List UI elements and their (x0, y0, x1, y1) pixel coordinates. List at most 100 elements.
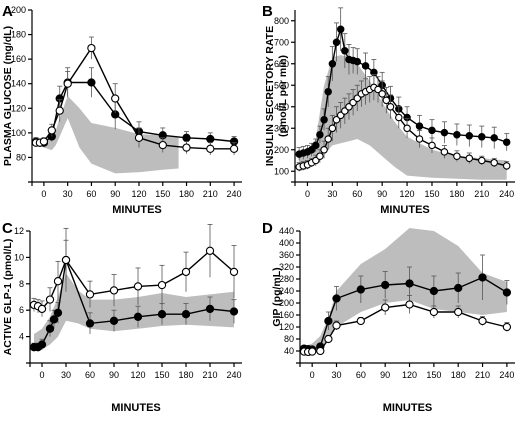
panel-b-series-open-point (320, 146, 328, 154)
panel-b-series-open-point (374, 85, 382, 94)
panel-d-y-tick-label: 200 (279, 298, 294, 308)
panel-a-series-open-point (206, 144, 215, 153)
panel-d-x-tick-label: 120 (402, 370, 417, 380)
panel-c-series-filled-point (205, 304, 215, 314)
panel-d-series-filled-point (324, 316, 333, 326)
panel-d-y-tick-label: 80 (284, 334, 294, 344)
panel-c-x-tick-label: 150 (154, 370, 169, 380)
panel-c-series-open-point (157, 280, 167, 290)
panel-b-series-filled-point (415, 122, 424, 130)
panel-b-series-open-point (328, 124, 337, 133)
panel-a-x-tick-label: 210 (203, 189, 218, 199)
panel-b-series-filled-point (502, 138, 511, 146)
panel-c-series-open-point (229, 267, 239, 277)
panel-a-y-tick-label: 80 (16, 152, 26, 162)
panel-a-y-tick-label: 180 (11, 30, 26, 40)
panel-b-series-filled-point (428, 126, 436, 135)
panel-d-y-tick-label: 320 (279, 262, 294, 272)
panel-d-y-tick-label: 440 (279, 226, 294, 236)
panel-d-x-tick-label: 60 (356, 370, 366, 380)
panel-d: 0 30 60 90 120 150 180 210 240 40 80 120 160 200 240 28… (262, 220, 515, 414)
panel-b: 0 30 60 90 120 150 180 210 240 100 200 300 400 500 600… (262, 3, 515, 216)
panel-d-y-tick-label: 400 (279, 238, 294, 248)
panel-c-y-tick-label: 4 (19, 332, 24, 342)
panel-a-series-open-point (111, 94, 120, 103)
panel-c-x-tick-label: 240 (226, 370, 241, 380)
panel-b-letter: B (262, 3, 273, 20)
panel-b-y-tick-label: 400 (274, 102, 289, 112)
panel-a-x-tick-label: 0 (41, 189, 46, 199)
panel-d-y-tick-label: 240 (279, 286, 294, 296)
panel-d-y-tick-label: 120 (279, 322, 294, 332)
panel-a-series-open-point (134, 133, 144, 142)
panel-c-x-tick-label: 180 (178, 370, 193, 380)
panel-a-series-open-point (47, 126, 56, 135)
panel-c-series-open-point (205, 246, 215, 255)
panel-c-series-filled-point (45, 324, 55, 333)
panel-b-series-open-point (395, 113, 403, 122)
panel-c-series-open-point (133, 282, 143, 291)
panel-a-range-band (36, 96, 179, 174)
panel-b-series-open-point (378, 90, 386, 98)
panel-c-y-tick-label: 8 (19, 279, 24, 289)
panel-b-x-tick-label: 0 (305, 189, 310, 199)
panel-b-series-filled-point (465, 132, 474, 140)
panel-c-x-tick-label: 30 (61, 370, 71, 380)
panel-b-series-filled-point (353, 57, 362, 66)
panel-c-y-tick-label: 12 (14, 226, 24, 236)
panel-a-y-tick-label: 140 (11, 79, 26, 89)
panel-d-x-axis-title: MINUTES (383, 402, 433, 414)
panel-b-series-open-point (403, 124, 411, 133)
panel-b-x-tick-label: 90 (377, 189, 387, 199)
panel-b-range-band (299, 55, 507, 180)
panel-d-x-tick-label: 150 (426, 370, 441, 380)
panel-b-x-tick-label: 240 (499, 189, 514, 199)
panel-b-series-filled-point (312, 141, 320, 150)
panel-b-series-filled-point (316, 130, 324, 139)
panel-a-series-filled-point (206, 134, 215, 144)
panel-d-series-filled-point (332, 294, 341, 303)
panel-c-series-filled-point (85, 319, 95, 328)
panel-c-x-tick-label: 0 (39, 370, 44, 380)
panel-c-series-filled-point (181, 310, 191, 319)
panel-d-series-filled-point (502, 288, 512, 297)
panel-b-x-axis-title: MINUTES (380, 204, 430, 216)
panel-b-series-open-point (502, 162, 511, 170)
panel-d-y-axis-title: GIP (pg/mL) (271, 267, 283, 326)
panel-b-y-tick-label: 300 (274, 123, 289, 133)
panel-d-x-tick-label: 0 (310, 370, 315, 380)
panel-b-x-tick-label: 60 (352, 189, 362, 199)
panel-d-series-filled-point (478, 273, 487, 282)
panel-d-series-open-point (316, 346, 325, 356)
panel-a-series-open-point (55, 106, 64, 115)
panel-a-x-tick-label: 150 (155, 189, 170, 199)
panel-a-y-tick-label: 200 (11, 5, 26, 15)
panel-c-series-filled-point (37, 340, 47, 349)
panel-d-series-open-point (356, 316, 365, 326)
panel-c-series-filled (29, 239, 239, 352)
panel-d-letter: D (262, 220, 273, 237)
panel-d-series-filled-point (405, 279, 414, 288)
panel-c-series-filled-point (49, 315, 59, 324)
panel-b-series-open-point (490, 158, 498, 167)
panel-b-y-tick-label: 600 (274, 59, 289, 69)
panel-a-series-open-point (63, 79, 72, 88)
panel-d-series-open-point (429, 307, 439, 317)
panel-b-series-open-point (332, 115, 341, 124)
panel-b-series-filled-point (453, 130, 461, 139)
panel-a-series-filled-point (87, 78, 96, 87)
panel-b-y-tick-label: 500 (274, 80, 289, 90)
panel-c-y-tick-label: 10 (14, 252, 24, 262)
panel-d-x-tick-label: 90 (380, 370, 390, 380)
panel-b-series-filled-point (478, 133, 486, 141)
panel-b-y-axis-title: INSULIN SECRETORY RATE (264, 26, 276, 166)
panel-b-y-axis-title: (pmol/L per min) (277, 55, 289, 137)
panel-c-y-tick-label: 6 (19, 305, 24, 315)
panel-b-y-tick-label: 700 (274, 37, 289, 47)
panel-c-letter: C (2, 220, 13, 237)
panel-d-x-tick-label: 30 (332, 370, 342, 380)
panel-c-series-open-point (53, 277, 63, 286)
panel-b-series-open-point (415, 135, 424, 143)
panel-a-x-tick-label: 60 (86, 189, 96, 199)
